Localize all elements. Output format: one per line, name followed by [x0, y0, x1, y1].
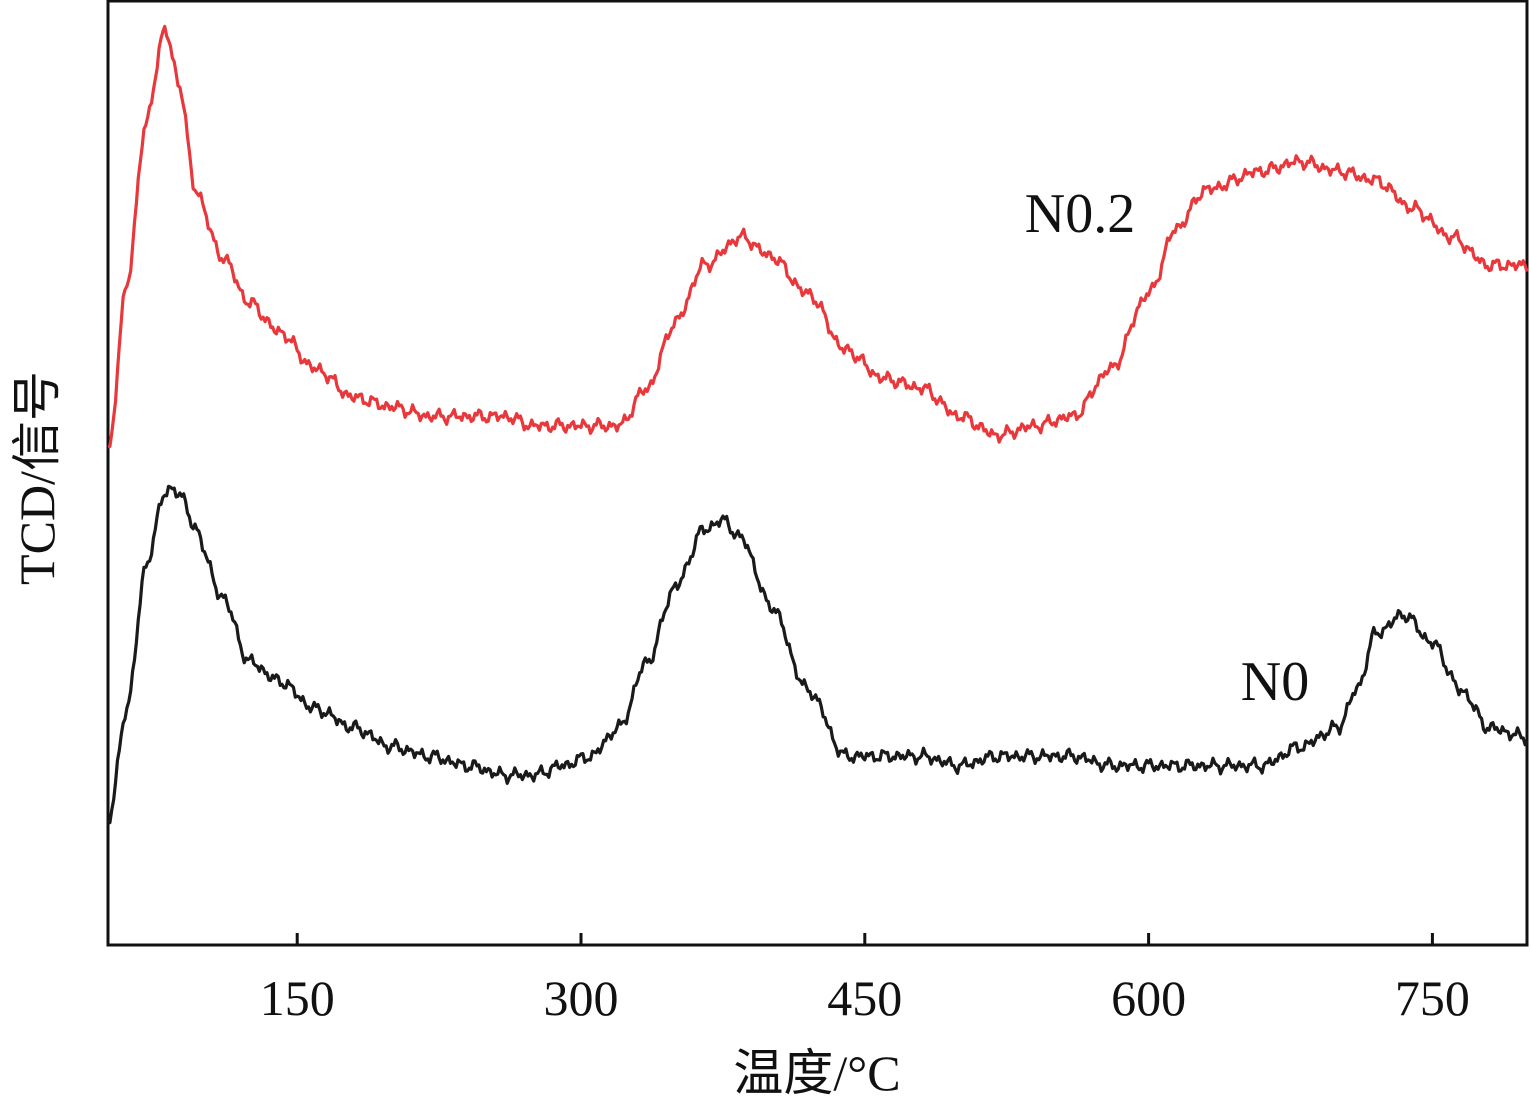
series-label-n0-2: N0.2	[1025, 183, 1135, 245]
series-label-n0: N0	[1241, 651, 1309, 713]
y-axis-label: TCD/信号	[9, 371, 65, 585]
series-labels: N0.2 N0	[1025, 183, 1309, 713]
x-tick-label: 750	[1395, 970, 1470, 1026]
x-tick-label: 450	[827, 970, 902, 1026]
plot-frame	[106, 0, 1529, 947]
series-line-n0-2	[107, 24, 1529, 449]
x-tick-label: 300	[544, 970, 619, 1026]
x-axis-label: 温度/°C	[733, 1045, 900, 1101]
series-layer	[106, 24, 1529, 825]
x-axis-ticks: 150 300 450 600 750	[260, 933, 1470, 1026]
x-tick-label: 150	[260, 970, 335, 1026]
series-line-n0	[106, 484, 1529, 825]
x-tick-label: 600	[1111, 970, 1186, 1026]
